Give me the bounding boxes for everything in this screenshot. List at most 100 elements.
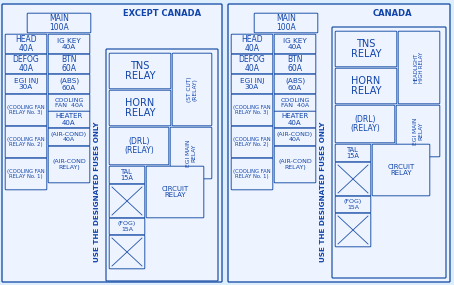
- Text: (COOLING FAN
RELAY No. 2): (COOLING FAN RELAY No. 2): [7, 137, 45, 147]
- Text: MAIN
100A: MAIN 100A: [276, 14, 296, 32]
- Text: TAL
15A: TAL 15A: [346, 147, 360, 159]
- Text: HEATER
40A: HEATER 40A: [281, 113, 309, 126]
- FancyBboxPatch shape: [274, 94, 316, 112]
- Text: CIRCUIT
RELAY: CIRCUIT RELAY: [161, 186, 188, 198]
- Text: EGI MAIN
RELAY: EGI MAIN RELAY: [413, 117, 423, 145]
- Text: (COOLING FAN
RELAY No. 3): (COOLING FAN RELAY No. 3): [233, 105, 271, 115]
- FancyBboxPatch shape: [372, 144, 430, 196]
- FancyBboxPatch shape: [48, 128, 90, 146]
- Text: DEFOG
40A: DEFOG 40A: [13, 55, 39, 73]
- FancyBboxPatch shape: [170, 127, 212, 179]
- FancyBboxPatch shape: [335, 31, 397, 67]
- Text: COOLING
FAN  40A: COOLING FAN 40A: [280, 98, 310, 108]
- FancyBboxPatch shape: [274, 111, 316, 128]
- Text: EGI INJ
30A: EGI INJ 30A: [240, 78, 264, 90]
- Text: (ABS)
60A: (ABS) 60A: [59, 78, 79, 91]
- Text: USE THE DESIGNATED FUSES ONLY: USE THE DESIGNATED FUSES ONLY: [320, 122, 326, 262]
- FancyBboxPatch shape: [228, 4, 450, 282]
- Text: (ST CUT)
(RELAY): (ST CUT) (RELAY): [187, 77, 197, 102]
- Text: (COOLING FAN
RELAY No. 2): (COOLING FAN RELAY No. 2): [233, 137, 271, 147]
- Text: HORN
RELAY: HORN RELAY: [125, 97, 155, 118]
- Text: COOLING
FAN  40A: COOLING FAN 40A: [54, 98, 84, 108]
- Text: EGI MAIN
RELAY: EGI MAIN RELAY: [186, 139, 196, 167]
- Text: MAIN
100A: MAIN 100A: [49, 14, 69, 32]
- Text: HEAD
40A: HEAD 40A: [15, 35, 37, 53]
- FancyBboxPatch shape: [5, 34, 47, 54]
- FancyBboxPatch shape: [109, 184, 145, 218]
- Text: (AIR-COND
RELAY): (AIR-COND RELAY): [278, 159, 312, 170]
- Text: EXCEPT CANADA: EXCEPT CANADA: [123, 9, 201, 17]
- Text: HEATER
40A: HEATER 40A: [55, 113, 83, 126]
- Text: HEAD
40A: HEAD 40A: [241, 35, 263, 53]
- Text: TAL
15A: TAL 15A: [121, 169, 133, 181]
- FancyBboxPatch shape: [5, 158, 47, 190]
- Text: USE THE DESIGNATED FUSES ONLY: USE THE DESIGNATED FUSES ONLY: [94, 122, 100, 262]
- FancyBboxPatch shape: [335, 162, 371, 196]
- FancyBboxPatch shape: [335, 196, 371, 213]
- FancyBboxPatch shape: [335, 213, 371, 247]
- FancyBboxPatch shape: [274, 54, 316, 74]
- FancyBboxPatch shape: [231, 94, 273, 126]
- FancyBboxPatch shape: [332, 27, 446, 278]
- FancyBboxPatch shape: [335, 144, 371, 162]
- Text: (AIR-COND)
40A: (AIR-COND) 40A: [51, 132, 87, 142]
- Text: BTN
60A: BTN 60A: [61, 55, 77, 73]
- FancyBboxPatch shape: [274, 74, 316, 94]
- FancyBboxPatch shape: [396, 105, 440, 157]
- FancyBboxPatch shape: [274, 128, 316, 146]
- FancyBboxPatch shape: [109, 218, 145, 235]
- FancyBboxPatch shape: [109, 90, 171, 126]
- Text: (AIR-COND)
40A: (AIR-COND) 40A: [277, 132, 313, 142]
- FancyBboxPatch shape: [48, 94, 90, 112]
- FancyBboxPatch shape: [2, 4, 222, 282]
- FancyBboxPatch shape: [5, 94, 47, 126]
- Text: (FOG)
15A: (FOG) 15A: [118, 221, 136, 232]
- Text: BTN
60A: BTN 60A: [287, 55, 303, 73]
- Text: IG KEY
40A: IG KEY 40A: [57, 38, 81, 50]
- FancyBboxPatch shape: [5, 54, 47, 74]
- FancyBboxPatch shape: [231, 74, 273, 94]
- FancyBboxPatch shape: [109, 53, 171, 89]
- Text: (COOLING FAN
RELAY No. 1): (COOLING FAN RELAY No. 1): [233, 169, 271, 179]
- Text: (ABS)
60A: (ABS) 60A: [285, 78, 305, 91]
- FancyBboxPatch shape: [109, 235, 145, 269]
- Text: CANADA: CANADA: [372, 9, 412, 17]
- Text: EGI INJ
30A: EGI INJ 30A: [14, 78, 38, 90]
- FancyBboxPatch shape: [254, 13, 318, 33]
- FancyBboxPatch shape: [335, 105, 395, 143]
- FancyBboxPatch shape: [335, 68, 397, 104]
- Text: (COOLING FAN
RELAY No. 3): (COOLING FAN RELAY No. 3): [7, 105, 45, 115]
- Text: TNS
RELAY: TNS RELAY: [351, 38, 381, 59]
- FancyBboxPatch shape: [48, 54, 90, 74]
- FancyBboxPatch shape: [231, 158, 273, 190]
- Text: DEFOG
40A: DEFOG 40A: [239, 55, 266, 73]
- Text: IG KEY
40A: IG KEY 40A: [283, 38, 307, 50]
- FancyBboxPatch shape: [231, 126, 273, 158]
- Text: (DRL)
(RELAY): (DRL) (RELAY): [124, 137, 154, 155]
- FancyBboxPatch shape: [398, 31, 440, 104]
- Text: TNS
RELAY: TNS RELAY: [125, 61, 155, 82]
- FancyBboxPatch shape: [146, 166, 204, 218]
- Text: HEADLIGHT
HIGH RELAY: HEADLIGHT HIGH RELAY: [414, 52, 424, 83]
- Text: (AIR-COND
RELAY): (AIR-COND RELAY): [52, 159, 86, 170]
- FancyBboxPatch shape: [274, 146, 316, 183]
- Text: (FOG)
15A: (FOG) 15A: [344, 199, 362, 210]
- FancyBboxPatch shape: [231, 34, 273, 54]
- Text: HORN
RELAY: HORN RELAY: [351, 76, 381, 96]
- FancyBboxPatch shape: [48, 34, 90, 54]
- FancyBboxPatch shape: [48, 74, 90, 94]
- FancyBboxPatch shape: [27, 13, 91, 33]
- FancyBboxPatch shape: [5, 126, 47, 158]
- Text: CIRCUIT
RELAY: CIRCUIT RELAY: [387, 164, 415, 176]
- FancyBboxPatch shape: [109, 127, 169, 165]
- FancyBboxPatch shape: [274, 34, 316, 54]
- FancyBboxPatch shape: [172, 53, 212, 126]
- FancyBboxPatch shape: [109, 166, 145, 184]
- FancyBboxPatch shape: [48, 146, 90, 183]
- Text: (COOLING FAN
RELAY No. 1): (COOLING FAN RELAY No. 1): [7, 169, 45, 179]
- Text: (DRL)
(RELAY): (DRL) (RELAY): [350, 115, 380, 133]
- FancyBboxPatch shape: [231, 54, 273, 74]
- FancyBboxPatch shape: [5, 74, 47, 94]
- FancyBboxPatch shape: [106, 49, 218, 281]
- FancyBboxPatch shape: [48, 111, 90, 128]
